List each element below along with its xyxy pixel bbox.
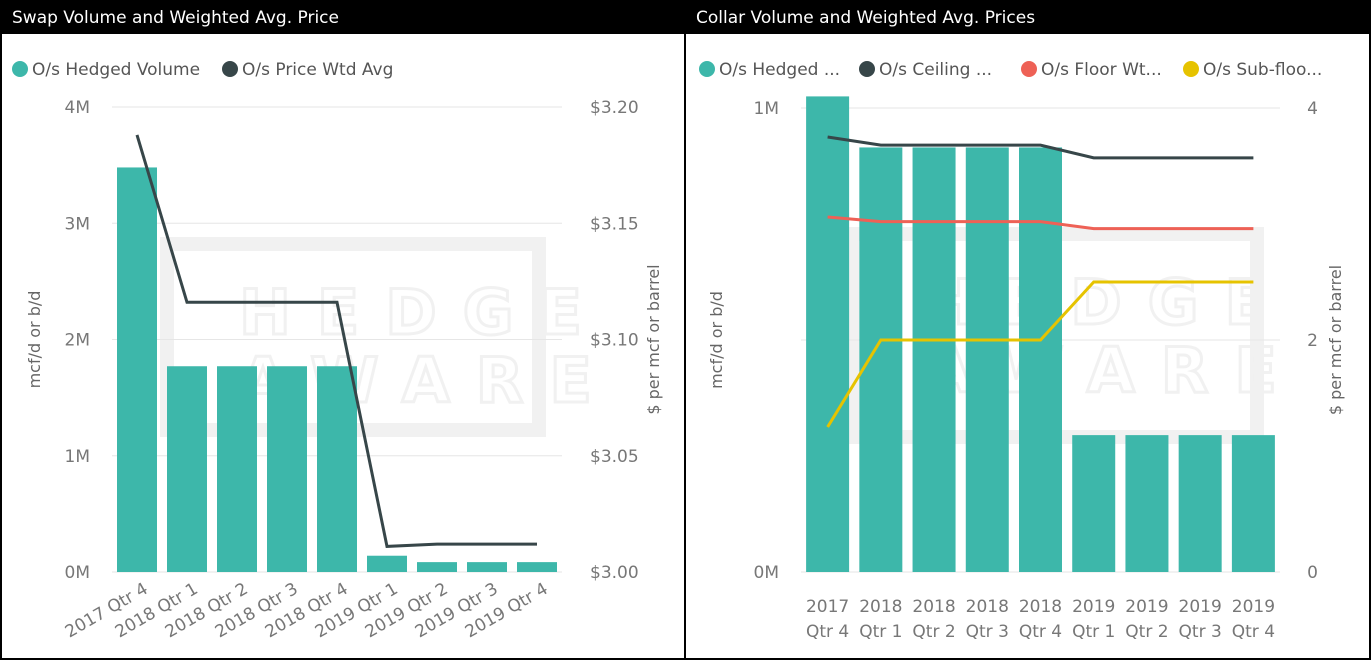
y-right-tick-label: $3.20 xyxy=(590,98,639,118)
y-left-tick-label: 4M xyxy=(65,98,90,118)
legend-marker xyxy=(1183,61,1199,77)
y-right-tick-label: 2 xyxy=(1307,331,1318,351)
bar xyxy=(859,147,903,572)
y-right-tick-label: $3.00 xyxy=(590,563,639,583)
y-left-tick-label: 0M xyxy=(65,563,90,583)
y-right-tick-label: 4 xyxy=(1307,99,1318,119)
series-line xyxy=(827,215,1254,231)
y-right-axis-title: $ per mcf or barrel xyxy=(1326,265,1345,415)
y-left-axis-title: mcf/d or b/d xyxy=(25,291,44,389)
bar xyxy=(912,147,956,572)
swap-chart-svg: HEDGEAWARE0M1M2M3M4M$3.00$3.05$3.10$3.15… xyxy=(12,60,663,642)
y-right-tick-label: $3.15 xyxy=(590,214,639,234)
x-tick-label: 2019 Qtr 2 xyxy=(1125,597,1168,642)
bar xyxy=(806,96,850,573)
bar xyxy=(965,147,1009,572)
bar xyxy=(1072,435,1116,572)
bar xyxy=(1019,147,1062,572)
x-tick-label: 2017 Qtr 4 xyxy=(806,597,849,642)
y-left-tick-label: 3M xyxy=(65,214,90,234)
bar xyxy=(167,366,207,572)
legend-label: O/s Hedged Volume xyxy=(32,60,200,80)
x-tick-label: 2018 Qtr 3 xyxy=(966,597,1009,642)
watermark-line1: HEDGE xyxy=(239,276,608,349)
legend-marker xyxy=(699,61,715,77)
legend-marker xyxy=(859,61,875,77)
y-right-axis-title: $ per mcf or barrel xyxy=(644,264,663,414)
swap-chart-title: Swap Volume and Weighted Avg. Price xyxy=(2,2,684,34)
x-tick-label: 2019 Qtr 3 xyxy=(1179,597,1222,642)
legend-label: O/s Ceiling ... xyxy=(879,60,992,80)
legend-label: O/s Floor Wt... xyxy=(1041,60,1162,80)
x-tick-label: 2019 Qtr 4 xyxy=(1232,597,1275,642)
swap-chart-panel: Swap Volume and Weighted Avg. Price HEDG… xyxy=(0,0,686,660)
collar-chart-panel: Collar Volume and Weighted Avg. Prices H… xyxy=(684,0,1371,660)
bar xyxy=(117,167,157,572)
collar-chart-title: Collar Volume and Weighted Avg. Prices xyxy=(686,2,1369,34)
series-line xyxy=(135,134,537,548)
bar xyxy=(467,562,507,572)
y-left-tick-label: 2M xyxy=(65,331,90,351)
bar xyxy=(1125,435,1169,572)
x-tick-label: 2018 Qtr 4 xyxy=(1019,597,1062,642)
x-tick-label: 2018 Qtr 2 xyxy=(912,597,955,642)
bar xyxy=(267,366,307,572)
y-left-tick-label: 1M xyxy=(65,447,90,467)
legend-label: O/s Sub-floo... xyxy=(1203,60,1322,80)
series-line xyxy=(827,135,1254,160)
bar xyxy=(517,562,557,572)
y-left-tick-label: 0M xyxy=(754,563,779,583)
x-tick-label: 2018 Qtr 1 xyxy=(859,597,902,642)
bar xyxy=(217,366,257,572)
bar xyxy=(1178,435,1222,572)
legend-marker xyxy=(1021,61,1037,77)
y-right-tick-label: 0 xyxy=(1307,563,1318,583)
y-left-tick-label: 1M xyxy=(754,99,779,119)
y-right-tick-label: $3.10 xyxy=(590,331,639,351)
legend-marker xyxy=(222,61,238,77)
legend-label: O/s Hedged ... xyxy=(719,60,840,80)
series-line xyxy=(826,280,1254,428)
y-right-tick-label: $3.05 xyxy=(590,447,639,467)
x-tick-label: 2019 Qtr 1 xyxy=(1072,597,1115,642)
legend-marker xyxy=(12,61,28,77)
bar xyxy=(417,562,457,572)
legend-label: O/s Price Wtd Avg xyxy=(242,60,393,80)
y-left-axis-title: mcf/d or b/d xyxy=(707,291,726,389)
bar xyxy=(367,555,407,572)
bar xyxy=(317,366,357,572)
bar xyxy=(1231,435,1275,572)
